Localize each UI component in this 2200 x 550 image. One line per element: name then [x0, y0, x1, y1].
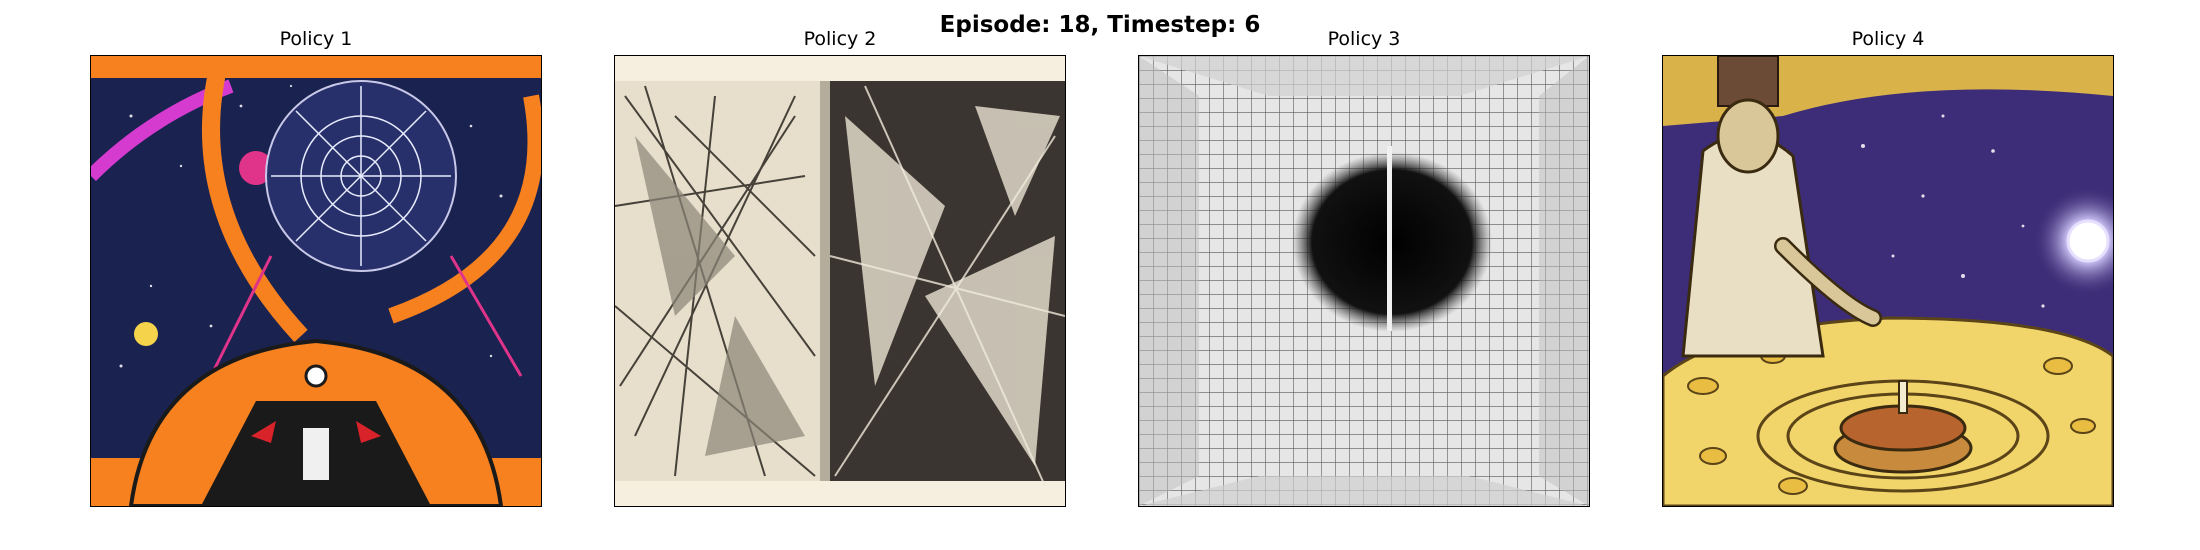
panel-title: Policy 4 — [1851, 28, 1925, 50]
panel-title: Policy 2 — [803, 28, 877, 50]
policy-panel-1: Policy 1 — [90, 28, 542, 508]
policy-panel-3: Policy 3 — [1138, 28, 1590, 508]
grid-black-hole-image — [1138, 55, 1590, 507]
space-spaceship-painting-image — [90, 55, 542, 507]
figure-title: Episode: 18, Timestep: 6 — [939, 12, 1261, 38]
panel-title: Policy 1 — [279, 28, 353, 50]
policy-panel-2: Policy 2 — [614, 28, 1066, 508]
policy-panel-4: Policy 4 — [1662, 28, 2114, 508]
cubist-sketch-book-image — [614, 55, 1066, 507]
panel-title: Policy 3 — [1327, 28, 1401, 50]
chef-cosmic-cake-image — [1662, 55, 2114, 507]
